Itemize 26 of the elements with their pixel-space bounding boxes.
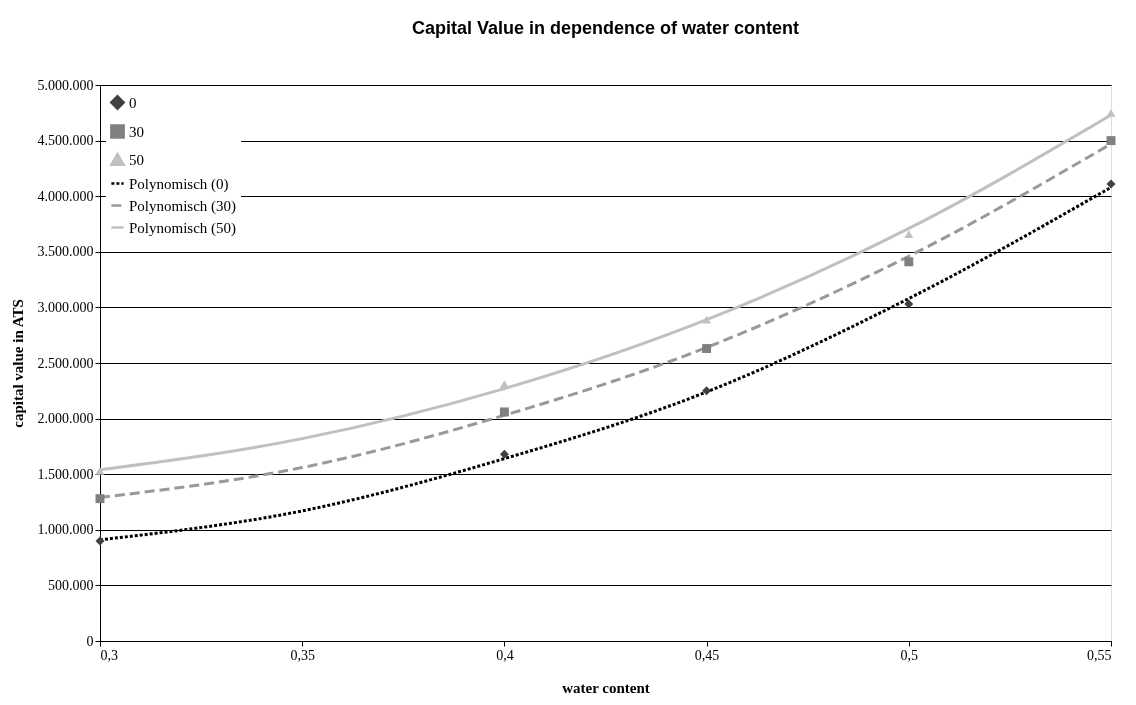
y-tick-label: 2.000.000 xyxy=(37,411,94,427)
legend-label: Polynomisch (30) xyxy=(129,197,237,215)
y-axis-title: capital value in ATS xyxy=(9,299,26,428)
x-axis-title: water content xyxy=(562,679,650,696)
legend-label: 0 xyxy=(129,94,137,111)
y-tick-label: 500.000 xyxy=(48,577,94,593)
legend-label: 30 xyxy=(129,123,144,140)
x-tick-label: 0,55 xyxy=(1087,647,1112,663)
legend-label: Polynomisch (0) xyxy=(129,175,229,193)
x-tick-label: 0,4 xyxy=(496,647,514,663)
legend-label: Polynomisch (50) xyxy=(129,219,237,237)
y-tick-label: 0 xyxy=(86,633,94,649)
x-tick-label: 0,5 xyxy=(900,647,919,663)
y-tick-label: 5.000.000 xyxy=(37,77,94,93)
y-tick-label: 4.500.000 xyxy=(37,133,94,149)
y-tick-label: 2.500.000 xyxy=(37,355,94,371)
y-tick-label: 4.000.000 xyxy=(37,188,94,204)
y-tick-label: 1.000.000 xyxy=(37,522,94,538)
chart-title: Capital Value in dependence of water content xyxy=(411,18,800,38)
x-tick-label: 0,3 xyxy=(100,647,118,663)
y-tick-label: 3.500.000 xyxy=(37,244,94,260)
x-tick-label: 0,35 xyxy=(290,647,315,663)
y-tick-label: 3.000.000 xyxy=(37,299,94,315)
x-tick-label: 0,45 xyxy=(694,647,720,663)
legend-label: 50 xyxy=(129,151,144,168)
y-tick-label: 1.500.000 xyxy=(37,466,94,482)
